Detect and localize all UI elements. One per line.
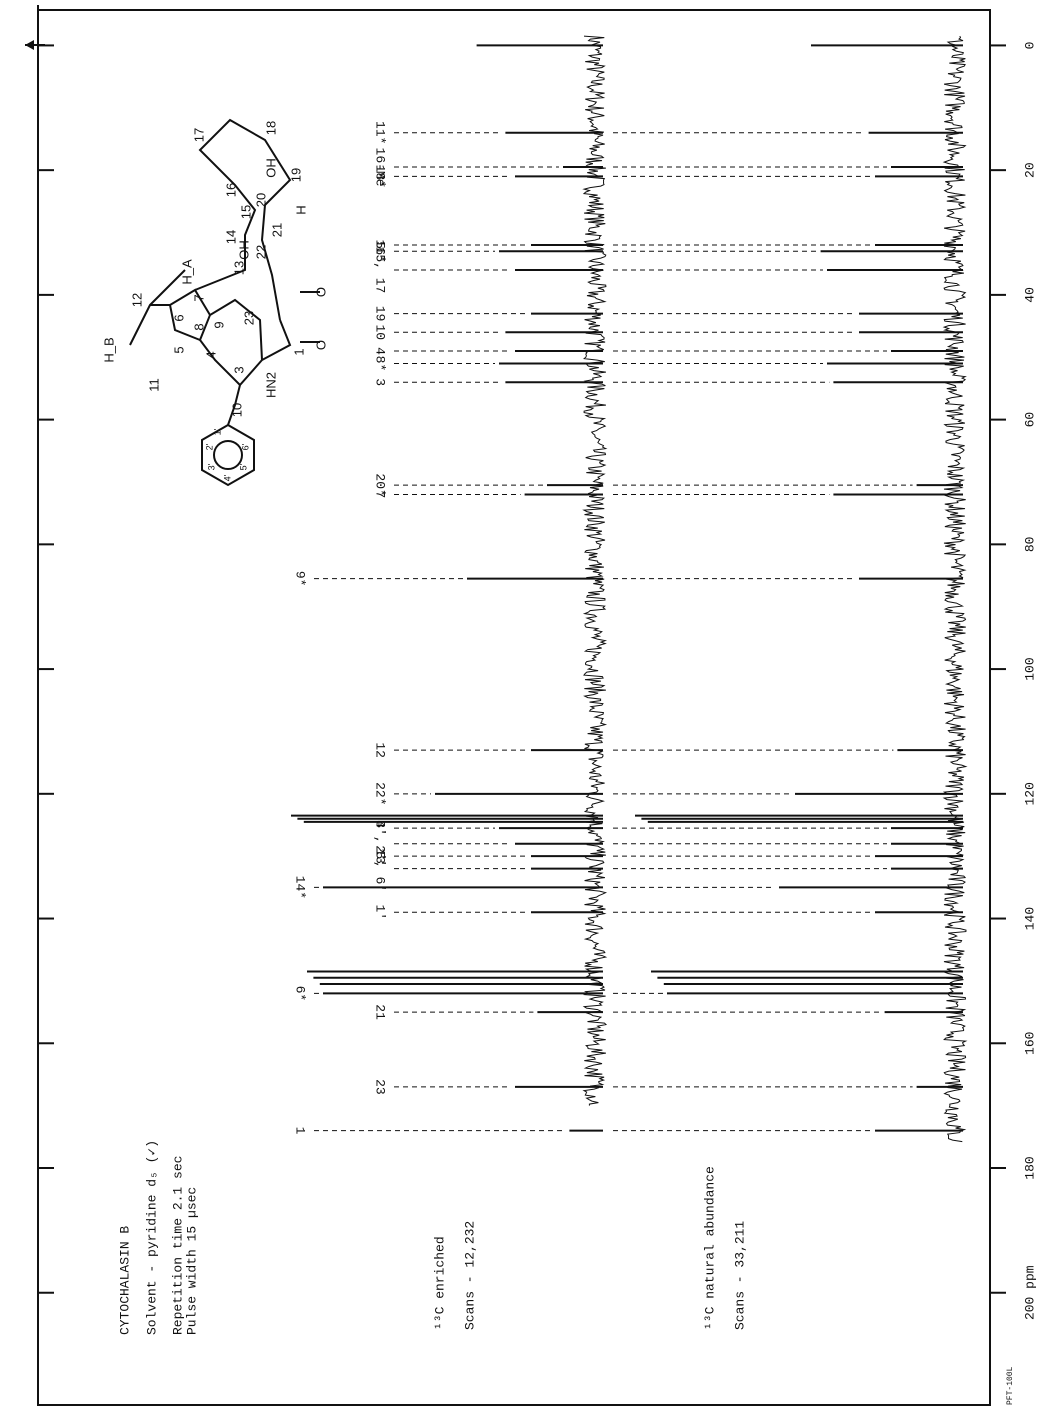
- x-tick-label: 160: [1022, 1032, 1037, 1055]
- atom-label: 4: [203, 351, 218, 358]
- note: Solvent - pyridine d₅ (✓): [144, 1140, 159, 1335]
- baseline-noise: [942, 35, 968, 1143]
- series-name: ¹³C enriched: [432, 1236, 447, 1330]
- series-name: ¹³C natural abundance: [702, 1166, 717, 1330]
- atom-label: 5: [171, 346, 186, 353]
- atom-label: 14: [223, 230, 238, 244]
- benzene-ring: [213, 440, 243, 470]
- peak-label: 7: [373, 491, 388, 499]
- peak-label: 9*: [293, 571, 308, 587]
- peak-label: 5: [373, 241, 388, 249]
- peak-label: 3', 5': [373, 820, 388, 867]
- peak-label: 1': [373, 905, 388, 921]
- peak-label: 10: [373, 324, 388, 340]
- atom-label: 2': [204, 443, 214, 450]
- x-tick-label: 100: [1022, 657, 1037, 680]
- atom-label: 19: [288, 168, 303, 182]
- peak-label: 4: [373, 347, 388, 355]
- atom-label: 6': [240, 443, 250, 450]
- atom-label: H_B: [101, 337, 116, 362]
- atom-label: 11: [146, 378, 161, 392]
- x-tick-label: 180: [1022, 1156, 1037, 1179]
- atom-label: 16: [223, 183, 238, 197]
- peak-label: 12: [373, 742, 388, 758]
- atom-label: 8: [191, 323, 206, 330]
- atom-label: O: [313, 287, 328, 297]
- peak-label: 20*: [373, 473, 388, 496]
- baseline-noise: [582, 35, 608, 1106]
- bond: [129, 269, 186, 346]
- peak-label: 14*: [293, 876, 308, 899]
- atom-label: 3': [206, 463, 216, 470]
- x-tick-label: 60: [1022, 412, 1037, 428]
- bond: [194, 118, 292, 321]
- atom-label: 15: [238, 205, 253, 219]
- x-tick-label: 20: [1022, 162, 1037, 178]
- atom-label: 5': [238, 463, 248, 470]
- bond: [227, 319, 292, 426]
- atom-label: HN2: [263, 372, 278, 398]
- peak-label: 6*: [293, 986, 308, 1002]
- series-scans: Scans - 33,211: [732, 1221, 747, 1330]
- series-scans: Scans - 12,232: [462, 1221, 477, 1330]
- atom-label: 10: [229, 403, 244, 417]
- atom-label: 18: [263, 121, 278, 135]
- peak-label: 21: [373, 1004, 388, 1020]
- peak-label: 4': [373, 820, 388, 836]
- atom-label: 1: [291, 348, 306, 355]
- peak-label: 2', 6': [373, 845, 388, 892]
- peak-label: 18*: [373, 165, 388, 188]
- atom-label: OH: [263, 158, 278, 178]
- peak-label: 11*: [373, 121, 388, 144]
- atom-label: 6: [171, 314, 186, 321]
- atom-label: O: [313, 340, 328, 350]
- x-tick-label: 0: [1022, 42, 1037, 50]
- x-tick-label: 120: [1022, 782, 1037, 805]
- peak-label: 3: [373, 378, 388, 386]
- atom-label: 3: [231, 366, 246, 373]
- atom-label: 4': [222, 474, 232, 481]
- atom-label: 21: [269, 223, 284, 237]
- peak-label: 19: [373, 306, 388, 322]
- instrument: PFT-100L: [1006, 1366, 1015, 1405]
- atom-label: OH: [236, 240, 251, 260]
- atom-label: 20: [253, 193, 268, 207]
- x-tick-label: 140: [1022, 907, 1037, 930]
- peak-label: 22*: [373, 782, 388, 805]
- atom-label: 7: [191, 294, 206, 301]
- benzene: [201, 424, 255, 487]
- atom-label: 9: [211, 321, 226, 328]
- atom-label: 22: [253, 245, 268, 259]
- note: Pulse width 15 µsec: [184, 1187, 199, 1335]
- atom-label: H_A: [179, 259, 194, 285]
- atom-label: 17: [191, 128, 206, 142]
- peak-label: 23: [373, 1079, 388, 1095]
- x-tick-label: 200 ppm: [1022, 1265, 1037, 1320]
- chart-title: CYTOCHALASIN B: [117, 1226, 132, 1335]
- atom-label: 12: [129, 293, 144, 307]
- reference-arrow-head: [25, 40, 34, 50]
- atom-label: 13: [231, 261, 246, 275]
- atom-label: 23: [241, 311, 256, 325]
- note: Repetition time 2.1 sec: [170, 1156, 185, 1335]
- atom-label: H: [293, 205, 308, 214]
- x-tick-label: 40: [1022, 287, 1037, 303]
- peak-label: 16*: [373, 240, 388, 263]
- peak-label: 8*: [373, 356, 388, 372]
- x-tick-label: 80: [1022, 537, 1037, 553]
- peak-label: 1: [293, 1127, 308, 1135]
- atom-label: 1': [212, 428, 222, 435]
- peak-label: 13: [373, 848, 388, 864]
- peak-label: 15, 17: [373, 247, 388, 294]
- peak-label: 16-Me: [373, 148, 388, 187]
